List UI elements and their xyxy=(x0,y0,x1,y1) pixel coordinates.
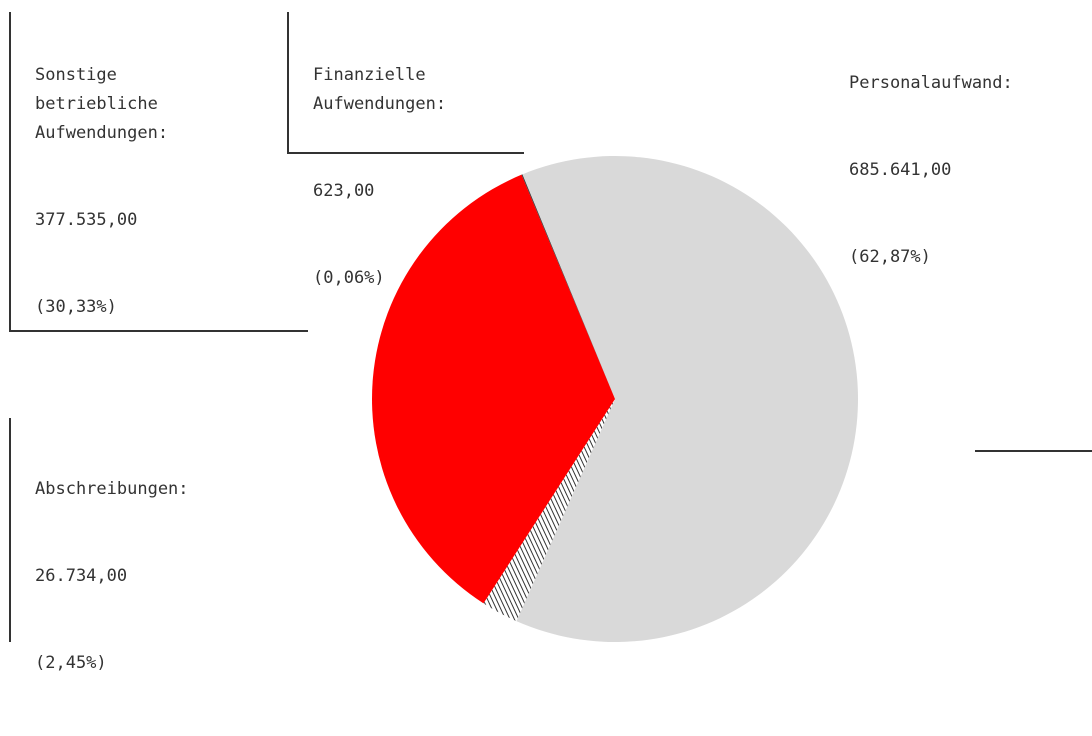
leader-line-sonstige xyxy=(9,12,308,332)
slice-percent-abschreibungen: (2,45%) xyxy=(35,653,107,673)
pie-chart: Sonstige betriebliche Aufwendungen: 377.… xyxy=(9,3,1092,673)
slice-percent-sonstige: (30,33%) xyxy=(35,297,117,317)
slice-value-abschreibungen: 26.734,00 xyxy=(35,566,128,586)
pie-chart-svg xyxy=(9,12,1092,642)
slice-name-finanzielle: Finanzielle Aufwendungen: xyxy=(313,65,447,114)
slice-label-sonstige: Sonstige betriebliche Aufwendungen: 377.… xyxy=(35,3,168,380)
pie-slice-abschreibungen xyxy=(483,399,615,622)
slice-label-finanzielle: Finanzielle Aufwendungen: 623,00 (0,06%) xyxy=(313,3,446,351)
slice-percent-finanzielle: (0,06%) xyxy=(313,268,385,288)
slice-value-sonstige: 377.535,00 xyxy=(35,210,138,230)
slice-percent-personal: (62,87%) xyxy=(849,247,931,267)
slice-label-personal: Personalaufwand: 685.641,00 (62,87%) xyxy=(849,11,1013,330)
pie-slice-sonstige xyxy=(371,174,615,604)
slice-name-sonstige: Sonstige betriebliche Aufwendungen: xyxy=(35,65,169,143)
leader-line-finanzielle xyxy=(287,12,524,154)
slice-value-personal: 685.641,00 xyxy=(849,160,952,180)
pie-slice-finanzielle xyxy=(521,174,615,399)
slice-name-personal: Personalaufwand: xyxy=(849,73,1013,93)
pie-slice-personal xyxy=(516,156,858,642)
slice-value-finanzielle: 623,00 xyxy=(313,181,375,201)
slice-name-abschreibungen: Abschreibungen: xyxy=(35,479,189,499)
slice-label-abschreibungen: Abschreibungen: 26.734,00 (2,45%) xyxy=(35,417,189,736)
